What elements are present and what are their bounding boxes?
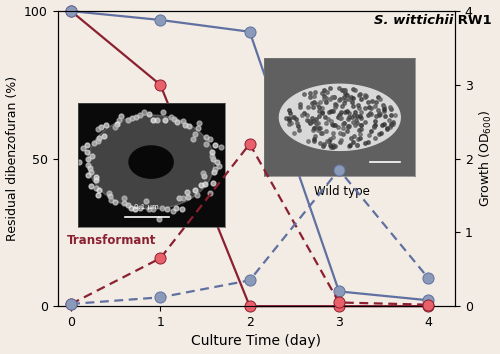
Text: Wild type: Wild type [314, 185, 370, 198]
Text: RW1: RW1 [453, 14, 492, 27]
Y-axis label: Residual dibenzofuran (%): Residual dibenzofuran (%) [6, 76, 18, 241]
Y-axis label: Growth (OD$_{600}$): Growth (OD$_{600}$) [478, 110, 494, 207]
X-axis label: Culture Time (day): Culture Time (day) [192, 335, 322, 348]
Text: Transformant: Transformant [66, 234, 156, 247]
Text: S. wittichii: S. wittichii [374, 14, 453, 27]
